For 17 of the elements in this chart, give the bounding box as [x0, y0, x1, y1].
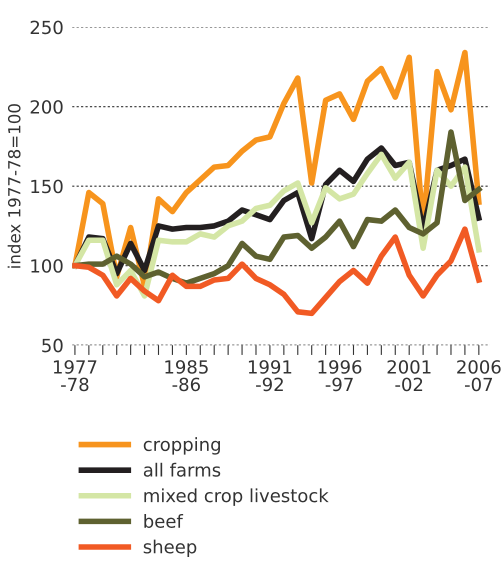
x-tick-label: 1985 -86	[165, 360, 208, 392]
x-tick-label: 1996 -97	[318, 360, 362, 392]
legend-label: all farms	[144, 462, 220, 477]
y-tick-label: 100	[31, 259, 63, 273]
legend-label: cropping	[144, 437, 220, 455]
y-tick-label: 150	[31, 180, 63, 194]
legend-label: beef	[144, 514, 184, 528]
legend-label: mixed crop livestock	[144, 488, 329, 506]
y-tick-label: 200	[30, 100, 63, 114]
x-tick-label: 1977 -78	[54, 360, 96, 392]
legend-label: sheep	[144, 540, 196, 558]
x-tick-label: 2001 -02	[388, 360, 431, 392]
x-tick-label: 2006 -07	[457, 360, 501, 392]
y-tick-label: 250	[30, 20, 63, 34]
y-axis-title: index 1977-78=100	[8, 104, 21, 268]
x-tick-label: 1991 -92	[248, 360, 292, 392]
y-tick-label: 50	[42, 338, 63, 352]
